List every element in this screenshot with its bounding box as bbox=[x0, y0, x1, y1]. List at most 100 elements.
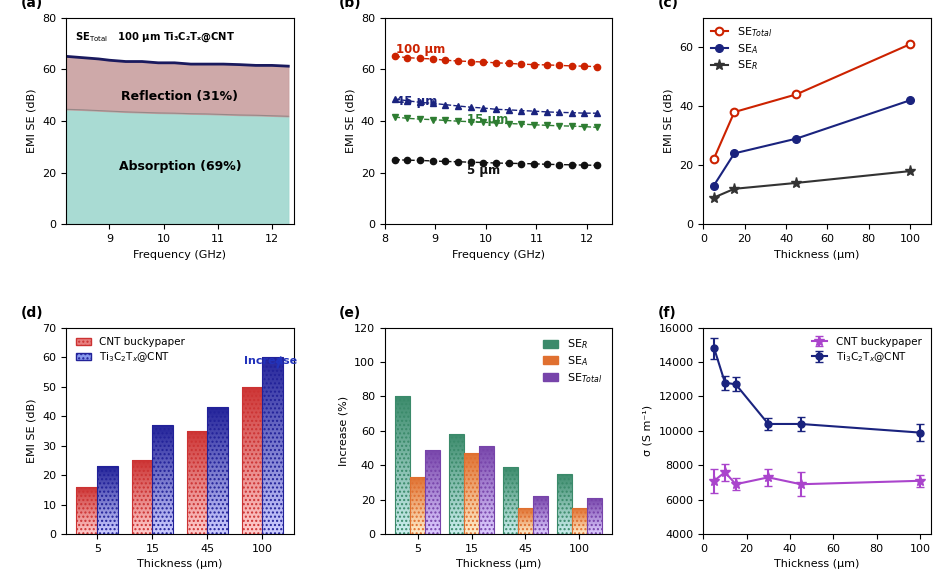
Text: Reflection (31%): Reflection (31%) bbox=[121, 90, 238, 103]
Bar bbox=[395, 531, 410, 534]
Bar bbox=[208, 484, 228, 486]
Bar bbox=[425, 501, 440, 502]
Bar bbox=[186, 510, 208, 511]
Bar bbox=[395, 399, 410, 402]
Bar bbox=[502, 477, 517, 478]
Bar bbox=[242, 493, 262, 496]
Bar bbox=[208, 473, 228, 476]
Bar bbox=[186, 441, 208, 443]
Bar bbox=[152, 525, 173, 528]
SE$_{Total}$ bbox=[903, 41, 915, 48]
Bar bbox=[502, 507, 517, 509]
Bar bbox=[395, 396, 410, 534]
Bar bbox=[262, 456, 283, 460]
Bar bbox=[464, 484, 479, 485]
Bar bbox=[152, 438, 173, 440]
Bar bbox=[131, 488, 152, 490]
Bar bbox=[262, 431, 283, 435]
Bar bbox=[479, 464, 494, 465]
Bar bbox=[186, 431, 208, 534]
Bar bbox=[186, 503, 208, 505]
Bar bbox=[262, 449, 283, 453]
Bar bbox=[464, 473, 479, 474]
Bar bbox=[395, 482, 410, 485]
Bar bbox=[208, 532, 228, 534]
Bar bbox=[208, 465, 228, 468]
Bar bbox=[262, 495, 283, 499]
Bar bbox=[152, 453, 173, 456]
Bar bbox=[410, 493, 425, 494]
Bar bbox=[556, 519, 571, 521]
Bar bbox=[464, 457, 479, 458]
Bar bbox=[131, 490, 152, 491]
Bar bbox=[556, 485, 571, 486]
Bar bbox=[448, 530, 464, 532]
Bar bbox=[410, 498, 425, 499]
Bar bbox=[556, 504, 571, 505]
Bar bbox=[242, 387, 262, 534]
Bar bbox=[532, 518, 548, 519]
Bar bbox=[479, 480, 494, 481]
Bar bbox=[448, 448, 464, 450]
Bar bbox=[131, 521, 152, 522]
Bar bbox=[586, 511, 601, 512]
Bar bbox=[448, 492, 464, 494]
Bar bbox=[464, 532, 479, 534]
Bar bbox=[479, 490, 494, 492]
Bar bbox=[425, 531, 440, 532]
Bar bbox=[186, 522, 208, 524]
Bar bbox=[76, 518, 97, 519]
Bar bbox=[97, 503, 118, 504]
Bar bbox=[464, 458, 479, 460]
Bar bbox=[131, 484, 152, 485]
Bar bbox=[152, 486, 173, 488]
Bar bbox=[502, 515, 517, 517]
Bar bbox=[395, 463, 410, 465]
Bar bbox=[479, 531, 494, 532]
Bar bbox=[208, 427, 228, 430]
Bar bbox=[242, 508, 262, 511]
Bar bbox=[532, 527, 548, 528]
Bar bbox=[464, 460, 479, 461]
Bar bbox=[586, 514, 601, 515]
Bar bbox=[410, 512, 425, 514]
Bar bbox=[425, 484, 440, 485]
Bar bbox=[586, 503, 601, 504]
Bar bbox=[410, 500, 425, 501]
Bar bbox=[395, 427, 410, 430]
SE$_R$ bbox=[903, 167, 915, 174]
Bar bbox=[586, 522, 601, 524]
Bar bbox=[479, 481, 494, 483]
Bar bbox=[208, 412, 228, 415]
Bar bbox=[425, 468, 440, 470]
Bar bbox=[395, 510, 410, 512]
Bar bbox=[479, 494, 494, 495]
Bar bbox=[395, 454, 410, 457]
Line: SE$_A$: SE$_A$ bbox=[709, 96, 913, 190]
Bar bbox=[556, 515, 571, 516]
Bar bbox=[502, 475, 517, 477]
Text: 5 μm: 5 μm bbox=[466, 164, 499, 177]
Bar bbox=[464, 461, 479, 463]
Bar bbox=[186, 478, 208, 480]
Bar bbox=[152, 460, 173, 462]
Bar bbox=[425, 526, 440, 528]
Bar bbox=[425, 475, 440, 477]
Bar bbox=[448, 446, 464, 448]
Bar bbox=[186, 451, 208, 454]
Bar bbox=[479, 446, 494, 534]
Bar bbox=[464, 521, 479, 523]
Bar bbox=[152, 477, 173, 480]
Bar bbox=[97, 468, 118, 469]
Bar bbox=[262, 371, 283, 375]
Bar bbox=[502, 468, 517, 470]
Bar bbox=[242, 434, 262, 437]
Bar bbox=[502, 491, 517, 492]
Bar bbox=[186, 460, 208, 462]
Bar bbox=[152, 482, 173, 484]
Bar bbox=[152, 431, 173, 434]
Legend: CNT buckypaper, Ti$_3$C$_2$T$_x$@CNT: CNT buckypaper, Ti$_3$C$_2$T$_x$@CNT bbox=[806, 333, 924, 368]
Bar bbox=[425, 521, 440, 522]
Bar bbox=[152, 444, 173, 447]
Bar bbox=[532, 496, 548, 534]
